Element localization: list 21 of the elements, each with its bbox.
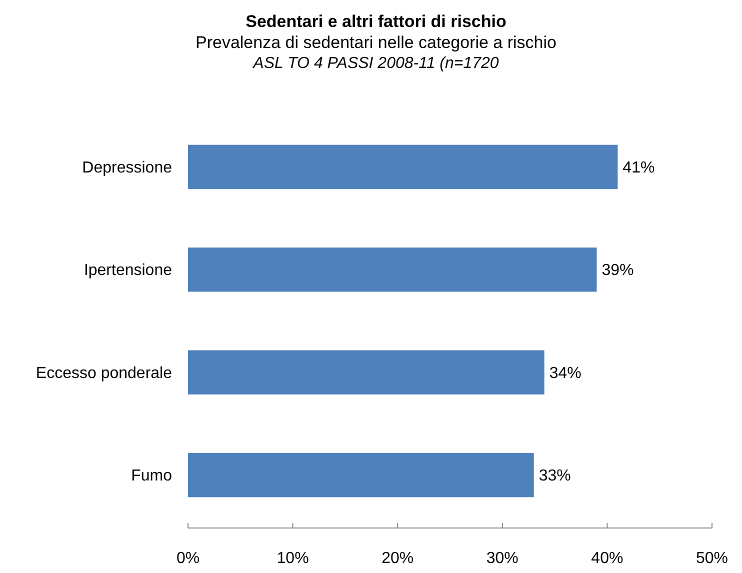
bar: [188, 350, 544, 394]
data-label: 33%: [538, 468, 571, 485]
bar: [188, 248, 597, 292]
x-tick-label: 40%: [591, 550, 624, 567]
y-tick-label: Eccesso ponderale: [36, 364, 172, 382]
y-tick-label: Ipertensione: [84, 262, 172, 280]
x-tick-label: 0%: [176, 550, 200, 567]
x-tick-label: 10%: [276, 550, 309, 567]
y-tick-label: Depressione: [82, 160, 172, 177]
bar: [188, 453, 534, 498]
data-label: 34%: [549, 364, 582, 382]
data-label: 39%: [602, 262, 634, 280]
chart-subtitle: Prevalenza di sedentari nelle categorie a rischio: [196, 33, 556, 52]
x-tick-label: 50%: [696, 550, 728, 567]
data-label: 41%: [622, 160, 655, 177]
chart-title: Sedentari e altri fattori di rischio: [246, 12, 506, 31]
text: ASL TO 4 PASSI 2008-11 (n=1720: [252, 55, 499, 72]
x-tick-label: 30%: [486, 550, 518, 567]
y-tick-label: Fumo: [131, 468, 172, 485]
x-tick-label: 20%: [382, 550, 414, 567]
bar: [188, 144, 618, 189]
